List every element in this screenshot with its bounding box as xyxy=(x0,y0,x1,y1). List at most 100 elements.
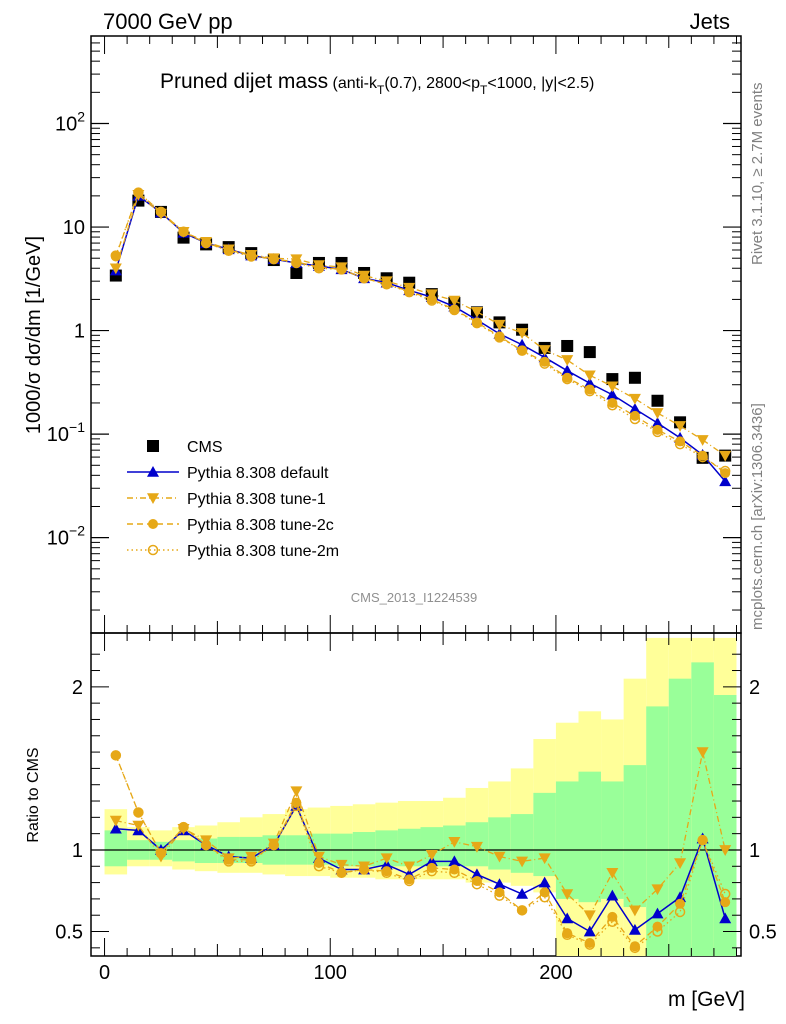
main-data-point xyxy=(245,251,257,262)
ratio-data-point xyxy=(493,878,506,890)
main-data-point xyxy=(403,286,415,298)
main-data-point xyxy=(674,438,686,450)
green-band-bin xyxy=(691,662,714,956)
green-band-bin xyxy=(104,830,128,867)
ratio-data-point xyxy=(313,858,324,869)
ratio-data-point xyxy=(358,864,370,875)
main-data-point xyxy=(223,245,234,257)
ratio-series-line xyxy=(115,755,726,948)
main-series-group xyxy=(109,187,732,487)
ratio-data-point xyxy=(449,864,460,875)
ratio-data-point xyxy=(561,929,573,941)
ratio-data-point xyxy=(606,868,619,879)
ratio-data-point xyxy=(629,942,641,954)
main-data-point xyxy=(290,266,303,279)
main-data-point xyxy=(675,436,686,447)
ratio-data-point xyxy=(449,867,460,879)
main-data-point xyxy=(449,304,460,316)
main-data-point xyxy=(336,264,347,275)
ratio-data-point xyxy=(607,916,618,927)
main-data-point xyxy=(719,475,732,487)
ratio-y-tick-label: 2 xyxy=(72,677,83,699)
main-y-tick-label: 10−2 xyxy=(47,523,85,550)
legend-label: Pythia 8.308 tune-2m xyxy=(187,543,339,560)
main-data-point xyxy=(583,346,596,359)
main-data-point xyxy=(628,402,641,414)
ratio-data-point xyxy=(538,853,551,865)
legend-label: Pythia 8.308 tune-1 xyxy=(187,491,326,508)
main-series-line xyxy=(115,193,726,457)
ratio-y-axis-label: Ratio to CMS xyxy=(25,747,42,842)
ratio-data-point xyxy=(381,867,392,879)
main-data-point xyxy=(200,237,212,249)
ratio-data-point xyxy=(652,926,663,937)
main-data-point xyxy=(697,451,708,463)
analysis-id: CMS_2013_I1224539 xyxy=(351,590,478,605)
ratio-data-point xyxy=(425,850,438,861)
main-data-point xyxy=(178,226,189,238)
ratio-data-point xyxy=(109,815,122,827)
ratio-data-point xyxy=(493,851,506,863)
main-data-point xyxy=(155,206,167,218)
ratio-data-point xyxy=(426,862,437,873)
ratio-data-point xyxy=(380,853,393,865)
ratio-data-point xyxy=(651,907,664,919)
ratio-series-line xyxy=(115,751,726,917)
main-data-point xyxy=(696,435,709,446)
legend-marker xyxy=(147,493,159,504)
green-band-bin xyxy=(555,781,579,899)
ratio-series-group xyxy=(109,747,732,954)
x-tick-label: 0 xyxy=(99,962,110,984)
main-data-point xyxy=(628,393,641,405)
main-data-point xyxy=(493,319,506,331)
ratio-data-point xyxy=(584,939,596,950)
main-data-point xyxy=(359,273,370,284)
green-band-bin xyxy=(601,781,624,899)
legend-marker xyxy=(147,440,159,452)
main-data-point xyxy=(516,345,528,356)
main-data-point xyxy=(607,400,618,411)
main-y-tick-label: 10 xyxy=(63,217,85,239)
ratio-y-tick-label-right: 1 xyxy=(749,840,760,862)
ratio-data-point xyxy=(539,892,550,903)
ratio-data-point xyxy=(471,878,483,890)
ratio-data-point xyxy=(719,888,731,900)
main-data-point xyxy=(561,373,573,385)
main-y-tick-label: 1 xyxy=(74,321,85,343)
main-data-point xyxy=(133,187,144,198)
legend-label: Pythia 8.308 default xyxy=(187,465,329,482)
ratio-data-point xyxy=(516,856,529,868)
legend-marker xyxy=(147,466,159,477)
green-band-bin xyxy=(194,838,218,864)
ratio-data-point xyxy=(426,865,438,877)
main-y-tick-label: 10−1 xyxy=(47,419,85,446)
ratio-data-point xyxy=(674,891,687,903)
main-data-point xyxy=(607,397,618,408)
legend-label: Pythia 8.308 tune-2c xyxy=(187,517,334,534)
ratio-data-point xyxy=(290,786,303,798)
main-data-point xyxy=(336,264,347,275)
green-band-bin xyxy=(578,771,602,903)
ratio-y-tick-label: 0.5 xyxy=(55,922,83,944)
ratio-data-point xyxy=(245,856,257,867)
ratio-data-point xyxy=(516,888,529,899)
ratio-data-point xyxy=(403,861,416,873)
main-data-point xyxy=(584,385,596,397)
green-band-bin xyxy=(375,830,398,867)
ratio-data-point xyxy=(719,845,732,856)
ratio-series-line xyxy=(115,804,726,933)
ratio-data-point xyxy=(403,875,415,887)
main-data-point xyxy=(652,426,663,438)
x-tick-label: 200 xyxy=(539,962,572,984)
ratio-data-point xyxy=(448,855,461,867)
ratio-data-point xyxy=(538,876,551,888)
main-data-point xyxy=(629,413,641,425)
legend-marker xyxy=(147,544,159,556)
main-data-point xyxy=(651,394,664,407)
main-data-point xyxy=(381,279,392,290)
main-data-point xyxy=(516,328,529,339)
ratio-data-point xyxy=(651,884,664,896)
ratio-data-point xyxy=(133,807,144,818)
main-data-point xyxy=(470,306,483,318)
ratio-data-point xyxy=(675,898,686,909)
